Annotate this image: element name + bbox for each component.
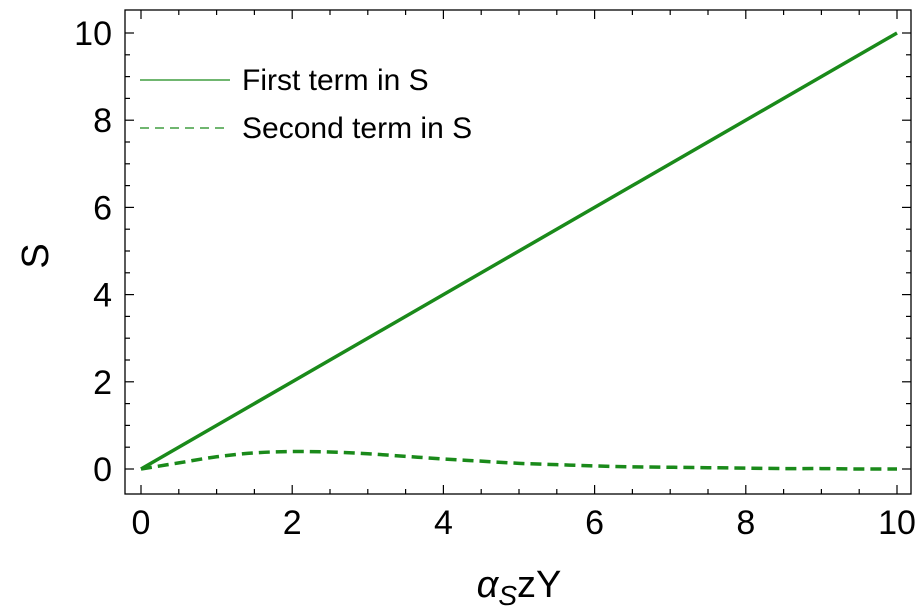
y-tick-label: 6 <box>93 189 112 227</box>
tick-labels: 0 2 4 6 8 10 0 2 4 6 8 10 <box>74 15 916 542</box>
x-axis-label-rest: zY <box>517 564 561 606</box>
y-tick-label: 2 <box>93 364 112 402</box>
x-tick-label: 8 <box>736 504 755 542</box>
ticks <box>125 10 911 494</box>
x-tick-label: 6 <box>585 504 604 542</box>
x-tick-label: 2 <box>283 504 302 542</box>
x-axis-label-main: α <box>477 564 500 606</box>
x-axis-label: αSzY <box>477 564 562 611</box>
series-layer <box>140 31 898 471</box>
x-axis-label-subscript: S <box>498 580 517 611</box>
x-tick-label: 0 <box>132 504 151 542</box>
legend-label-1: First term in S <box>242 64 429 97</box>
x-tick-label: 4 <box>434 504 453 542</box>
y-tick-label: 8 <box>93 102 112 140</box>
y-tick-label: 4 <box>93 277 112 315</box>
series-line-2 <box>140 449 898 471</box>
y-axis-label: S <box>15 243 57 268</box>
legend: First term in S Second term in S <box>140 64 472 145</box>
y-tick-label: 0 <box>93 451 112 489</box>
plot-frame <box>124 9 912 495</box>
x-tick-label: 10 <box>878 504 916 542</box>
legend-label-2: Second term in S <box>242 112 472 145</box>
series-line-1 <box>140 31 898 471</box>
y-tick-label: 10 <box>74 15 112 53</box>
